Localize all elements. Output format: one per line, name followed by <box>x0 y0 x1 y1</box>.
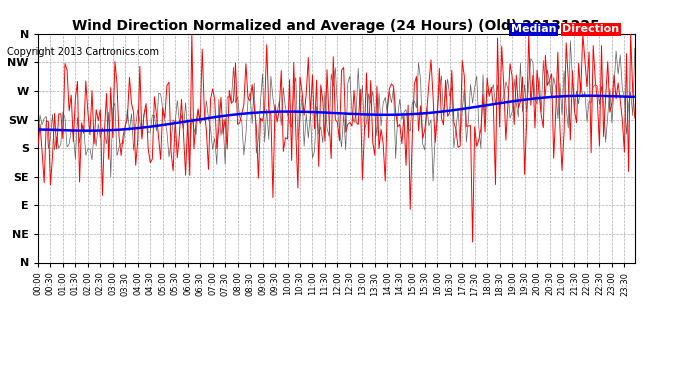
Text: Median: Median <box>511 24 556 34</box>
Text: Direction: Direction <box>562 24 620 34</box>
Title: Wind Direction Normalized and Average (24 Hours) (Old) 20131225: Wind Direction Normalized and Average (2… <box>72 19 600 33</box>
Text: Copyright 2013 Cartronics.com: Copyright 2013 Cartronics.com <box>7 47 159 57</box>
